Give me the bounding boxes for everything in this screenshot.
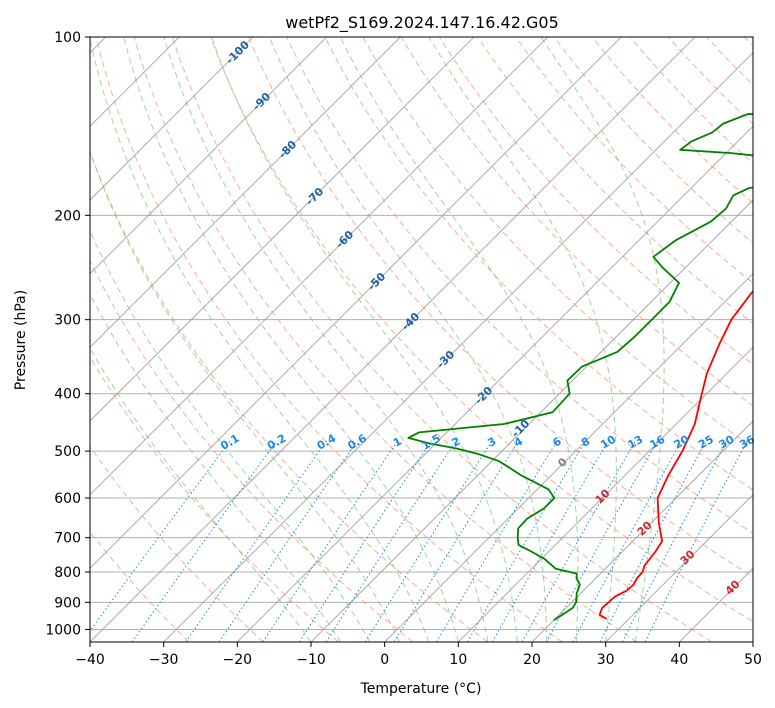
dry-adiabat — [591, 37, 753, 204]
x-tick-label: −30 — [149, 652, 179, 668]
mixing-ratio-line — [467, 440, 587, 642]
isotherm-line — [90, 37, 327, 275]
isotherm-line — [90, 37, 622, 569]
x-tick-label: 40 — [670, 652, 688, 668]
isotherm-line — [384, 273, 753, 642]
y-axis: 100 200 300 400 500 600 700 800 900 1000 — [45, 30, 90, 638]
dry-adiabat — [477, 37, 753, 325]
dry-adiabat — [515, 37, 753, 284]
dry-adiabat — [248, 37, 753, 578]
mixing-ratio-line — [90, 440, 231, 632]
mixing-ratio-line — [298, 440, 432, 642]
x-tick-label: −20 — [223, 652, 253, 668]
mixing-ratio-line — [185, 440, 328, 642]
mixing-ratio-line — [435, 440, 558, 642]
dry-adiabat — [90, 259, 414, 642]
y-tick-label: 500 — [54, 444, 81, 460]
y-tick-label: 300 — [54, 313, 81, 329]
x-axis-label: Temperature (°C) — [360, 681, 482, 697]
dry-adiabat — [95, 37, 563, 642]
y-tick-label: 1000 — [45, 622, 81, 638]
moist-adiabat — [540, 37, 665, 642]
isotherm-line — [237, 125, 753, 642]
moist-adiabat — [123, 37, 459, 642]
plot-area — [90, 37, 753, 642]
y-tick-label: 400 — [54, 387, 81, 403]
mixing-ratio-line — [393, 440, 520, 642]
dry-adiabat — [400, 37, 753, 407]
x-axis: −40 −30 −20 −10 0 10 20 30 40 50 — [75, 642, 762, 668]
dry-adiabat — [210, 37, 753, 623]
isotherm-line — [90, 37, 548, 496]
chart-title: wetPf2_S169.2024.147.16.42.G05 — [285, 13, 559, 33]
mixing-ratio-line — [262, 440, 399, 642]
isotherm-line — [90, 37, 254, 201]
mixing-ratio-line — [491, 440, 609, 642]
moist-adiabat — [268, 37, 548, 642]
isotherm-line — [163, 52, 753, 642]
moist-adiabat — [90, 293, 341, 642]
mixing-ratio-line — [521, 440, 637, 642]
isotherm-line — [458, 346, 753, 642]
temperature-profile-line — [598, 290, 753, 620]
dry-adiabat — [133, 37, 638, 642]
isotherm-line — [531, 420, 753, 642]
dry-adiabat — [90, 445, 264, 642]
x-tick-label: 50 — [744, 652, 762, 668]
x-tick-label: 10 — [449, 652, 467, 668]
mixing-ratio-line — [621, 440, 728, 642]
mixing-ratio-line — [131, 440, 278, 642]
x-tick-label: −10 — [296, 652, 326, 668]
moist-adiabat — [428, 37, 617, 642]
dry-adiabat — [362, 37, 753, 449]
mixing-ratio-line — [218, 440, 358, 642]
y-tick-label: 800 — [54, 565, 81, 581]
moist-adiabat — [90, 150, 400, 642]
mixing-ratio-line — [644, 440, 748, 642]
y-tick-label: 900 — [54, 595, 81, 611]
y-tick-label: 600 — [54, 491, 81, 507]
x-tick-label: 30 — [597, 652, 615, 668]
moist-adiabat — [90, 37, 430, 642]
y-axis-label: Pressure (hPa) — [13, 290, 29, 390]
moist-adiabat — [163, 37, 489, 642]
x-tick-label: 0 — [380, 652, 389, 668]
isotherm-line — [605, 494, 753, 642]
moist-adiabat — [211, 37, 518, 642]
y-tick-label: 200 — [54, 208, 81, 224]
y-tick-label: 100 — [54, 30, 81, 46]
plot-frame — [89, 36, 754, 643]
moist-adiabat — [90, 229, 371, 642]
dewpoint-profile-line — [407, 113, 753, 622]
dry-adiabat — [324, 37, 753, 491]
moist-adiabat — [339, 37, 579, 642]
x-tick-label: 20 — [523, 652, 541, 668]
mixing-ratio-line — [599, 440, 707, 642]
isotherm-line — [90, 37, 401, 348]
x-tick-label: −40 — [75, 652, 105, 668]
isotherm-line — [90, 37, 696, 642]
dry-adiabat — [629, 37, 753, 165]
moist-adiabat — [90, 347, 312, 642]
y-tick-label: 700 — [54, 531, 81, 547]
dry-adiabat — [171, 37, 712, 642]
isotherm-line — [90, 37, 475, 422]
